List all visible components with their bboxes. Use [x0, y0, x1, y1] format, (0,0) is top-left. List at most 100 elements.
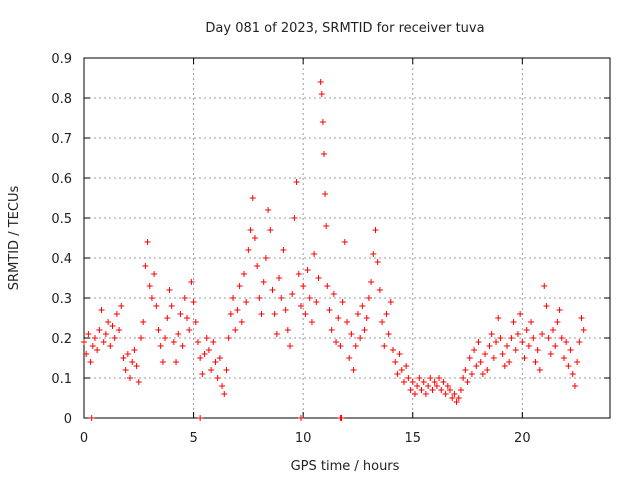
data-point	[455, 395, 462, 401]
data-point	[306, 295, 313, 301]
data-point	[319, 119, 326, 125]
data-point	[137, 335, 144, 341]
data-point	[210, 339, 217, 345]
data-point	[311, 251, 318, 257]
data-point	[293, 179, 300, 185]
data-point	[201, 351, 208, 357]
data-point	[407, 387, 414, 393]
data-point	[113, 311, 120, 317]
plot-frame	[83, 57, 611, 419]
y-tick-label: 0.4	[51, 252, 72, 267]
data-point	[339, 299, 346, 305]
data-point	[541, 283, 548, 289]
data-point	[394, 371, 401, 377]
data-point	[567, 347, 574, 353]
data-point	[398, 367, 405, 373]
data-point	[240, 271, 247, 277]
data-point	[545, 335, 552, 341]
data-point	[425, 383, 432, 389]
data-point	[574, 359, 581, 365]
data-point	[346, 355, 353, 361]
data-point	[368, 279, 375, 285]
y-axis-label: SRMTID / TECUs	[7, 186, 22, 291]
data-point	[385, 331, 392, 337]
data-point	[350, 367, 357, 373]
data-point	[230, 295, 237, 301]
data-point	[291, 215, 298, 221]
data-point	[416, 375, 423, 381]
data-point	[214, 375, 221, 381]
y-tick-label: 0	[64, 412, 72, 427]
data-point	[429, 387, 436, 393]
data-point	[297, 415, 304, 421]
data-point	[539, 331, 546, 337]
data-point	[131, 347, 138, 353]
data-point	[208, 367, 215, 373]
tick-marks	[83, 57, 610, 419]
data-point	[236, 283, 243, 289]
data-point	[374, 259, 381, 265]
data-point	[181, 295, 188, 301]
data-point	[510, 319, 517, 325]
data-points	[81, 79, 587, 421]
data-point	[525, 343, 532, 349]
data-point	[433, 383, 440, 389]
data-point	[245, 247, 252, 253]
data-point	[186, 327, 193, 333]
data-point	[133, 363, 140, 369]
data-point	[457, 387, 464, 393]
data-point	[175, 331, 182, 337]
data-point	[216, 355, 223, 361]
data-point	[203, 335, 210, 341]
data-point	[556, 307, 563, 313]
data-point	[146, 283, 153, 289]
data-point	[348, 331, 355, 337]
x-tick-label: 10	[295, 431, 312, 446]
data-point	[199, 371, 206, 377]
data-point	[297, 303, 304, 309]
data-point	[118, 303, 125, 309]
data-point	[372, 227, 379, 233]
data-point	[267, 227, 274, 233]
data-point	[536, 367, 543, 373]
data-point	[473, 363, 480, 369]
data-point	[519, 339, 526, 345]
data-point	[162, 335, 169, 341]
data-point	[166, 287, 173, 293]
data-point	[87, 359, 94, 365]
data-point	[116, 327, 123, 333]
data-point	[330, 291, 337, 297]
data-point	[333, 339, 340, 345]
data-point	[493, 339, 500, 345]
data-point	[170, 339, 177, 345]
data-point	[227, 311, 234, 317]
data-point	[273, 331, 280, 337]
data-point	[315, 275, 322, 281]
data-point	[129, 359, 136, 365]
data-point	[153, 303, 160, 309]
data-point	[308, 319, 315, 325]
data-point	[295, 271, 302, 277]
data-point	[354, 311, 361, 317]
y-tick-label: 0.8	[51, 92, 72, 107]
data-point	[571, 383, 578, 389]
data-point	[318, 91, 325, 97]
data-point	[313, 299, 320, 305]
data-point	[219, 383, 226, 389]
data-point	[234, 307, 241, 313]
data-point	[197, 355, 204, 361]
data-point	[560, 355, 567, 361]
data-point	[490, 355, 497, 361]
data-point	[543, 303, 550, 309]
data-point	[482, 351, 489, 357]
data-point	[361, 327, 368, 333]
chart-title: Day 081 of 2023, SRMTID for receiver tuv…	[205, 21, 484, 36]
data-point	[317, 79, 324, 85]
data-point	[173, 359, 180, 365]
data-point	[212, 359, 219, 365]
data-point	[197, 415, 204, 421]
data-point	[232, 327, 239, 333]
data-point	[392, 359, 399, 365]
data-point	[225, 335, 232, 341]
y-tick-label: 0.6	[51, 172, 72, 187]
